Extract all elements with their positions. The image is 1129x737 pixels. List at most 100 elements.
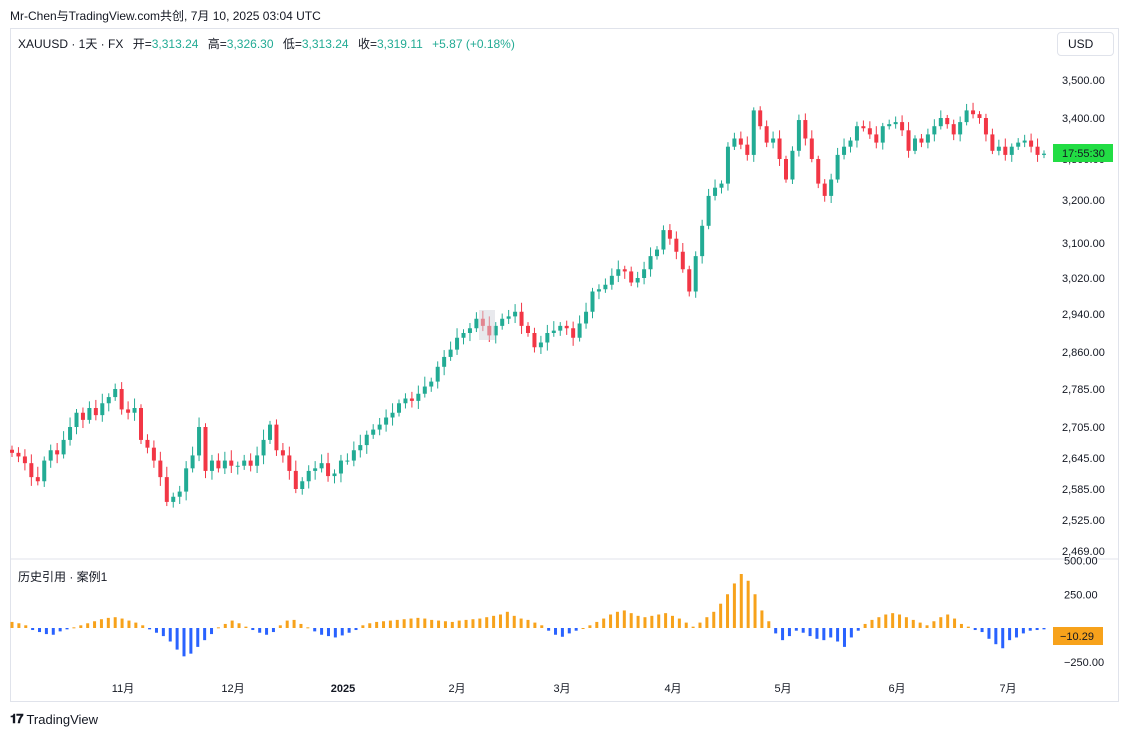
candle-body <box>996 146 1001 151</box>
candle-body <box>706 195 711 226</box>
histogram-bar <box>622 610 626 628</box>
price-tick-label: 3,020.00 <box>1062 273 1105 285</box>
candle-body <box>261 439 266 456</box>
candle-body <box>655 249 659 257</box>
candle-body <box>971 110 976 115</box>
candle-body <box>977 114 982 118</box>
histogram-bar <box>774 628 778 634</box>
indicator-title[interactable]: 历史引用 · 案例1 <box>18 570 108 584</box>
high-label: 高= <box>207 37 227 51</box>
time-axis[interactable]: 11月 12月 2025 2月 3月 4月 5月 6月 7月 <box>112 683 1017 695</box>
histogram-bar <box>464 619 468 628</box>
histogram-bar <box>533 622 537 628</box>
candle-body <box>577 323 582 338</box>
candle-body <box>1009 146 1014 155</box>
candle-body <box>513 311 518 317</box>
time-tick-label: 6月 <box>888 683 905 695</box>
candle-body <box>596 289 601 292</box>
candle-body <box>938 118 943 127</box>
candle-body <box>784 159 788 180</box>
histogram-bar <box>567 628 571 634</box>
candle-body <box>893 122 898 125</box>
candle-body <box>184 468 189 492</box>
histogram-bar <box>1028 628 1032 631</box>
candle-body <box>551 330 556 333</box>
candle-body <box>1003 146 1008 155</box>
candle-body <box>16 452 21 457</box>
histogram-bar <box>44 628 48 635</box>
histogram-bar <box>175 628 179 650</box>
candle-body <box>874 134 879 143</box>
histogram-bar <box>822 628 826 641</box>
histogram-bar <box>884 614 888 628</box>
histogram-bar <box>340 628 344 636</box>
candle-body <box>500 318 505 326</box>
candle-body <box>738 138 743 145</box>
candle-body <box>771 138 776 143</box>
candle-body <box>1035 146 1040 155</box>
candle-body <box>119 389 124 410</box>
candle-body <box>132 408 137 413</box>
price-tick-label: 2,860.00 <box>1062 347 1105 359</box>
candle-body <box>461 333 466 338</box>
candle-body <box>474 318 479 329</box>
histogram-bar <box>382 621 386 628</box>
candle-body <box>713 187 718 196</box>
indicator-tick-label: −250.00 <box>1064 657 1104 669</box>
candle-body <box>326 463 331 477</box>
candle-body <box>35 477 40 482</box>
candle-body <box>203 427 208 471</box>
candle-body <box>435 366 440 382</box>
price-tags: 17:55:30 −10.29 <box>1053 144 1113 645</box>
candle-body <box>661 230 666 250</box>
candle-body <box>197 427 202 456</box>
indicator-tick-label: 250.00 <box>1064 589 1098 601</box>
histogram-bar <box>932 621 936 628</box>
histogram-bar <box>760 610 764 628</box>
histogram-bar <box>643 617 647 628</box>
candlestick-series <box>10 102 1046 508</box>
candle-body <box>603 284 608 290</box>
candle-body <box>964 110 969 123</box>
candle-body <box>932 126 937 135</box>
histogram-bar <box>258 628 262 633</box>
histogram-bar <box>650 615 654 628</box>
histogram-bar <box>161 628 165 637</box>
candle-body <box>887 124 892 127</box>
histogram-bar <box>939 617 943 628</box>
histogram-bar <box>285 620 289 628</box>
histogram-bar <box>856 628 860 631</box>
histogram-bar <box>815 628 819 639</box>
histogram-bar <box>113 617 117 628</box>
footer-brand[interactable]: 𝟏𝟕 TradingView <box>10 711 98 727</box>
candle-body <box>809 138 814 159</box>
candle-body <box>319 463 324 469</box>
candle-body <box>403 398 408 404</box>
histogram-bar <box>547 628 551 631</box>
candle-body <box>990 134 995 151</box>
price-axis[interactable]: 3,500.003,400.003,300.003,200.003,100.00… <box>1062 75 1105 558</box>
candle-body <box>590 291 595 312</box>
histogram-bar <box>196 628 200 647</box>
candle-body <box>822 183 827 196</box>
candle-body <box>674 238 679 252</box>
candle-body <box>22 456 27 464</box>
histogram-bar <box>168 628 172 642</box>
candle-body <box>151 447 156 461</box>
candle-body <box>925 134 930 143</box>
histogram-bar <box>609 614 613 628</box>
candle-body <box>158 460 163 478</box>
candle-body <box>287 455 292 471</box>
histogram-bar <box>581 628 585 629</box>
candle-body <box>467 328 472 333</box>
histogram-bar <box>457 620 461 628</box>
high-value: 3,326.30 <box>226 37 274 51</box>
histogram-bar <box>443 621 447 628</box>
indicator-axis[interactable]: 500.00 250.00 −250.00 <box>1064 556 1104 669</box>
currency-button[interactable]: USD <box>1057 32 1114 56</box>
histogram-bar <box>79 625 83 628</box>
candle-body <box>390 412 395 418</box>
price-tick-label: 2,469.00 <box>1062 546 1105 558</box>
symbol-label: XAUUSD · 1天 · FX <box>18 37 124 51</box>
